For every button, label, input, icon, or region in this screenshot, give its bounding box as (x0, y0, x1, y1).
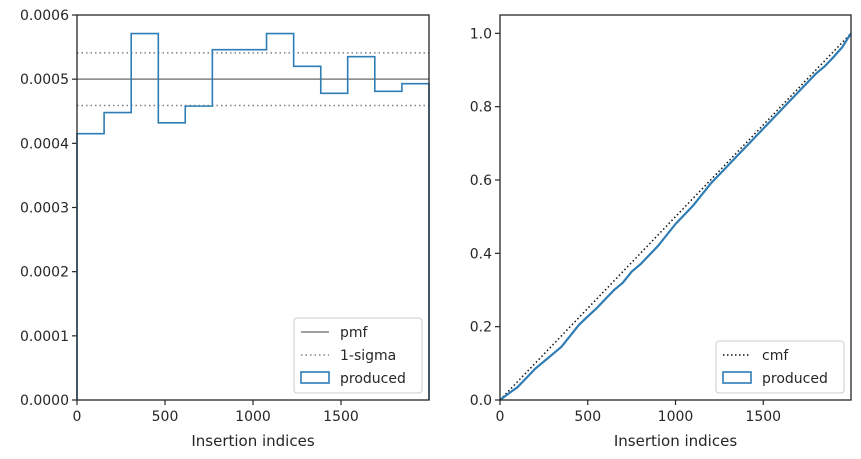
right-y-tick-label: 0.6 (470, 173, 492, 189)
left-y-tick-label: 0.0006 (20, 8, 69, 24)
left-y-tick-label: 0.0005 (20, 72, 69, 88)
left-x-axis-label: Insertion indices (191, 432, 314, 450)
produced-cdf-line (499, 32, 852, 401)
left-y-tick-label: 0.0001 (20, 329, 69, 345)
right-y-tick-label: 1.0 (470, 26, 492, 42)
right-y-tick-label: 0.0 (470, 393, 492, 409)
left-x-tick-label: 0 (73, 409, 82, 425)
right-legend-box (715, 340, 845, 394)
left-y-tick-label: 0.0004 (20, 136, 69, 152)
right-x-axis-label: Insertion indices (614, 432, 737, 450)
legend-cmf-label: cmf (762, 348, 789, 364)
left-x-tick-label: 500 (152, 409, 179, 425)
left-plot-area (76, 32, 430, 400)
right-x-tick-labels: 0 500 1000 1500 (496, 400, 781, 425)
legend-produced-swatch (722, 371, 752, 384)
right-y-tick-labels: 0.0 0.2 0.4 0.6 0.8 1.0 (470, 26, 500, 409)
left-axes-frame (76, 14, 430, 401)
produced-step-line (76, 32, 430, 400)
left-x-tick-labels: 0 500 1000 1500 (73, 400, 359, 425)
legend-produced-label: produced (762, 371, 828, 387)
left-legend-box (293, 317, 423, 394)
legend-pmf-label: pmf (340, 325, 369, 341)
right-x-tick-label: 500 (574, 409, 601, 425)
left-legend: pmf 1-sigma produced (293, 317, 423, 394)
left-x-tick-label: 1000 (235, 409, 271, 425)
legend-produced-label: produced (340, 371, 406, 387)
right-plot-area (499, 32, 852, 401)
cmf-line (499, 32, 852, 401)
legend-produced-swatch (300, 371, 330, 384)
left-x-tick-label: 1500 (323, 409, 359, 425)
right-y-tick-label: 0.8 (470, 100, 492, 116)
left-y-tick-label: 0.0002 (20, 265, 69, 281)
right-y-tick-label: 0.2 (470, 320, 492, 336)
right-x-tick-label: 1500 (745, 409, 781, 425)
left-y-tick-label: 0.0003 (20, 201, 69, 217)
left-histogram-panel: 0.0000 0.0001 0.0002 0.0003 0.0004 0.0005 0.00… (20, 8, 430, 450)
right-x-tick-label: 0 (496, 409, 505, 425)
legend-sigma-label: 1-sigma (340, 348, 396, 364)
right-axes-frame (499, 14, 852, 401)
left-y-tick-label: 0.0000 (20, 393, 69, 409)
right-cdf-panel: 0.0 0.2 0.4 0.6 0.8 1.0 0 500 1000 1500 Insertio… (470, 14, 852, 450)
right-y-tick-label: 0.4 (470, 246, 492, 262)
right-legend: cmf produced (715, 340, 845, 394)
right-x-tick-label: 1000 (658, 409, 694, 425)
left-y-tick-labels: 0.0000 0.0001 0.0002 0.0003 0.0004 0.0005 0.00… (20, 8, 77, 409)
